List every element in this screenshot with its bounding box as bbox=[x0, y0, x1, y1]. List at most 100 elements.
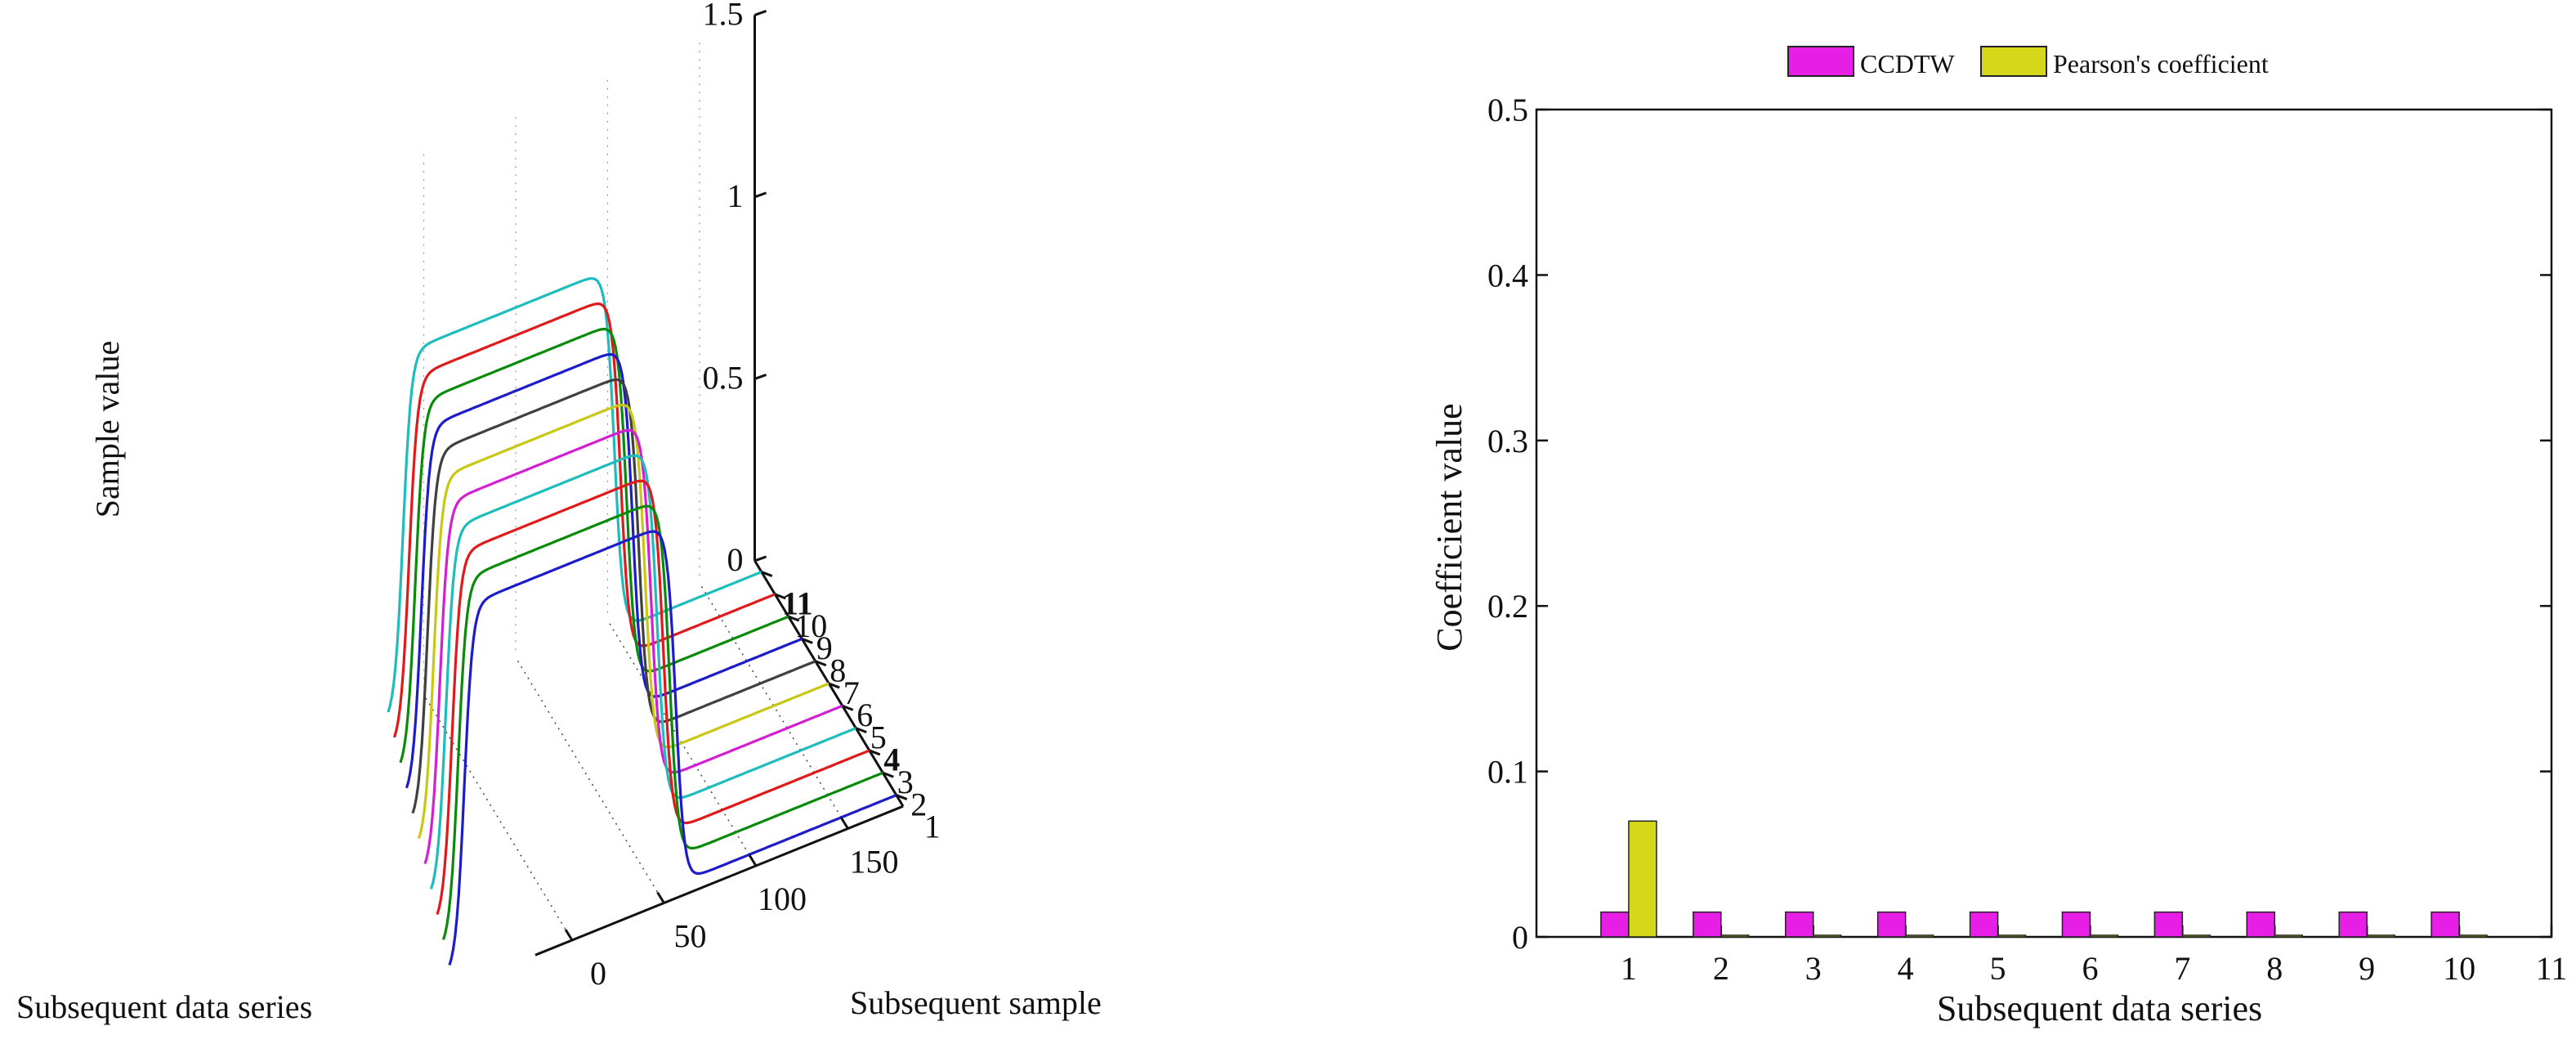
bar-marks bbox=[1600, 820, 2488, 938]
sample-tick-label: 50 bbox=[674, 918, 707, 955]
pearson-bar bbox=[1628, 820, 1657, 938]
ccdtw-bar bbox=[2431, 911, 2460, 938]
x-tick-label: 9 bbox=[2359, 950, 2375, 987]
series-tick-mark bbox=[882, 771, 894, 778]
ccdtw-bar bbox=[1693, 911, 1722, 938]
x-tick-label: 7 bbox=[2174, 950, 2190, 987]
x-tick-label: 4 bbox=[1898, 950, 1914, 987]
series-tick-mark bbox=[828, 682, 840, 689]
x-tick-label: 1 bbox=[1621, 950, 1637, 987]
series-tick-label: 10 bbox=[794, 607, 827, 644]
series-tick-mark bbox=[815, 660, 827, 667]
series-tick-label: 4 bbox=[883, 742, 900, 778]
x-tick-label: 3 bbox=[1805, 950, 1822, 987]
z-tick-label: 1 bbox=[727, 177, 744, 214]
series-tick-label: 3 bbox=[897, 764, 914, 800]
series-tick-mark bbox=[774, 593, 786, 600]
z-tick-mark bbox=[754, 373, 767, 380]
series-tick-mark bbox=[761, 571, 773, 577]
series-tick-mark bbox=[855, 727, 867, 734]
pearson-bar bbox=[1720, 934, 1750, 938]
x-tick-label: 8 bbox=[2266, 950, 2283, 987]
series-tick-label: 1 bbox=[924, 809, 941, 845]
series-line bbox=[392, 302, 776, 738]
sample-tick-label: 100 bbox=[758, 880, 807, 917]
z-tick-mark bbox=[754, 555, 767, 562]
ccdtw-bar bbox=[2246, 911, 2276, 938]
x-tick-label: 10 bbox=[2443, 950, 2475, 987]
legend-swatch-pearson bbox=[1980, 46, 2047, 77]
x-tick-label: 5 bbox=[1990, 950, 2006, 987]
z-axis-label: Sample value bbox=[89, 341, 126, 518]
pearson-bar bbox=[2366, 934, 2395, 938]
y-tick-label: 0.3 bbox=[1487, 423, 1528, 459]
sample-tick-mark bbox=[748, 854, 758, 867]
sample-tick-mark bbox=[656, 891, 665, 904]
pearson-bar bbox=[1904, 934, 1934, 938]
series-line bbox=[423, 428, 843, 865]
series-tick-label: 7 bbox=[843, 674, 860, 711]
z-tick-label: 0 bbox=[727, 541, 744, 578]
sample-tick-mark bbox=[840, 817, 849, 830]
legend-label-ccdtw: CCDTW bbox=[1860, 49, 1955, 78]
sample-tick-mark bbox=[564, 929, 574, 941]
ccdtw-bar bbox=[1600, 911, 1630, 938]
series-tick-mark bbox=[896, 794, 908, 800]
series-line bbox=[441, 504, 883, 940]
ccdtw-bar bbox=[1876, 911, 1907, 938]
series-tick-label: 2 bbox=[910, 786, 927, 822]
z-tick-mark bbox=[754, 191, 767, 199]
series-tick-mark bbox=[842, 704, 854, 711]
bar-x-ticks: 1 2 3 4 5 6 7 8 9 10 11 bbox=[1621, 925, 2567, 987]
series-tick-label: 6 bbox=[856, 697, 873, 733]
series-line bbox=[417, 403, 830, 840]
bar-axes-frame bbox=[1535, 108, 2553, 939]
bar-y-axis-label: Coefficient value bbox=[1429, 403, 1469, 651]
series-line bbox=[387, 277, 763, 713]
sample-tick-label: 0 bbox=[590, 955, 606, 992]
series-tick-mark bbox=[869, 749, 881, 756]
x-tick-label: 11 bbox=[2536, 950, 2568, 987]
pearson-bar bbox=[2089, 934, 2119, 938]
pearson-bar bbox=[1812, 934, 1842, 938]
ccdtw-bar bbox=[2153, 911, 2184, 938]
series-line bbox=[429, 454, 856, 889]
y-tick-label: 0.1 bbox=[1487, 754, 1528, 791]
series-tick-label: 5 bbox=[870, 719, 887, 755]
ccdtw-bar bbox=[2061, 911, 2091, 938]
ccdtw-bar bbox=[1969, 911, 1999, 938]
z-tick-label: 0.5 bbox=[703, 359, 744, 396]
sample-axis-line bbox=[534, 804, 904, 957]
series-tick-label: 11 bbox=[782, 585, 813, 622]
ccdtw-bar bbox=[2338, 911, 2368, 938]
3d-series-lines bbox=[387, 277, 897, 966]
pearson-bar bbox=[2181, 934, 2212, 938]
series-tick-label: 8 bbox=[830, 652, 846, 688]
series-line bbox=[399, 327, 789, 764]
x-tick-label: 6 bbox=[2082, 950, 2098, 987]
series-line bbox=[436, 479, 870, 915]
pearson-bar bbox=[2458, 934, 2488, 938]
pearson-bar bbox=[2274, 934, 2304, 938]
y-tick-label: 0.5 bbox=[1487, 92, 1528, 128]
sample-tick-label: 150 bbox=[850, 844, 899, 880]
z-tick-mark bbox=[754, 9, 767, 16]
series-tick-label: 9 bbox=[816, 630, 833, 666]
z-tick-label: 1.5 bbox=[703, 0, 744, 32]
series-line bbox=[448, 530, 897, 966]
plot-frame bbox=[1535, 108, 2553, 939]
y-tick-label: 0.2 bbox=[1487, 588, 1528, 625]
series-tick-mark bbox=[788, 615, 800, 622]
y-tick-label: 0 bbox=[1512, 919, 1528, 956]
x-tick-label: 2 bbox=[1713, 950, 1729, 987]
series-axis-label: Subsequent data series bbox=[16, 988, 312, 1025]
pearson-bar bbox=[1997, 934, 2027, 938]
series-line bbox=[405, 352, 803, 789]
legend-label-pearson: Pearson's coefficient bbox=[2053, 49, 2269, 78]
series-tick-mark bbox=[801, 638, 813, 644]
y-tick-label: 0.4 bbox=[1487, 257, 1528, 293]
sample-axis-label: Subsequent sample bbox=[850, 984, 1102, 1021]
